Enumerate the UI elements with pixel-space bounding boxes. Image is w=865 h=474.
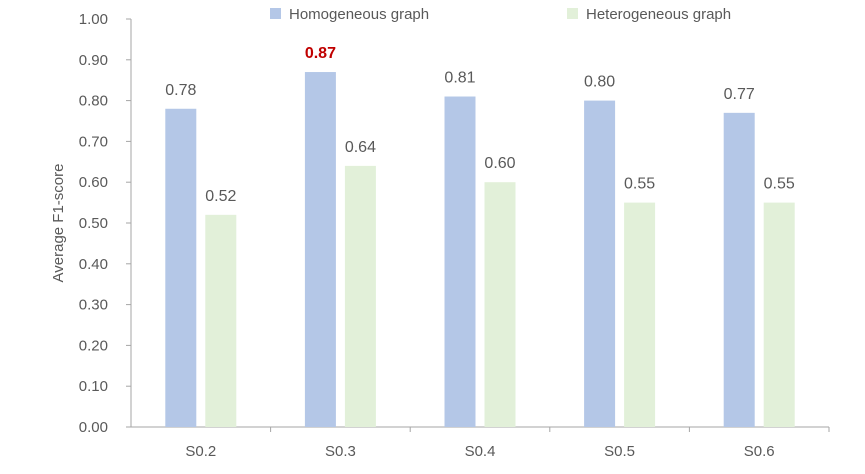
bar-homogeneous-S0.2 [165, 108, 197, 427]
data-label: 0.55 [764, 176, 795, 193]
bar-heterogeneous-S0.4 [484, 182, 516, 427]
y-axis: 0.00 0.10 0.20 0.30 0.40 0.50 0.60 0.70 0.80 0.90… [79, 11, 131, 436]
data-label: 0.78 [165, 82, 196, 99]
data-label: 0.60 [484, 155, 515, 172]
y-tick-label: 0.10 [79, 378, 108, 395]
bar-heterogeneous-S0.6 [763, 202, 795, 427]
bar-homogeneous-S0.5 [584, 100, 616, 427]
y-tick-label: 0.80 [79, 93, 108, 110]
x-tick-label: S0.3 [325, 443, 356, 460]
bar-homogeneous-S0.6 [723, 112, 755, 427]
y-tick-label: 0.60 [79, 174, 108, 191]
legend-swatch-heterogeneous [567, 8, 578, 19]
data-label: 0.80 [584, 74, 615, 91]
data-label: 0.52 [205, 188, 236, 205]
x-axis: S0.2 S0.3 S0.4 S0.5 S0.6 [185, 427, 830, 460]
x-tick-label: S0.6 [744, 443, 775, 460]
y-tick-label: 0.30 [79, 297, 108, 314]
data-label: 0.77 [724, 86, 755, 103]
y-axis-label: Average F1-score [50, 164, 67, 283]
bar-homogeneous-S0.4 [444, 96, 476, 428]
data-label: 0.87 [305, 45, 336, 62]
bars: 0.78 0.52 0.87 0.64 0.81 0.60 0.80 0.55 0.77 0.55 [165, 45, 795, 428]
bar-heterogeneous-S0.2 [205, 214, 237, 427]
data-label: 0.55 [624, 176, 655, 193]
y-tick-label: 0.20 [79, 337, 108, 354]
x-tick-label: S0.5 [604, 443, 635, 460]
bar-heterogeneous-S0.3 [344, 165, 376, 427]
bar-homogeneous-S0.3 [304, 72, 336, 427]
y-tick-label: 0.00 [79, 419, 108, 436]
y-tick-label: 0.70 [79, 133, 108, 150]
y-tick-label: 1.00 [79, 11, 108, 28]
x-tick-label: S0.2 [185, 443, 216, 460]
y-tick-label: 0.50 [79, 215, 108, 232]
legend-label-homogeneous: Homogeneous graph [289, 6, 429, 23]
legend: Homogeneous graph Heterogeneous graph [270, 6, 731, 23]
y-tick-label: 0.40 [79, 256, 108, 273]
data-label: 0.64 [345, 139, 376, 156]
bar-heterogeneous-S0.5 [624, 202, 656, 427]
y-tick-label: 0.90 [79, 52, 108, 69]
x-tick-label: S0.4 [465, 443, 496, 460]
data-label: 0.81 [444, 70, 475, 87]
legend-swatch-homogeneous [270, 8, 281, 19]
legend-label-heterogeneous: Heterogeneous graph [586, 6, 731, 23]
